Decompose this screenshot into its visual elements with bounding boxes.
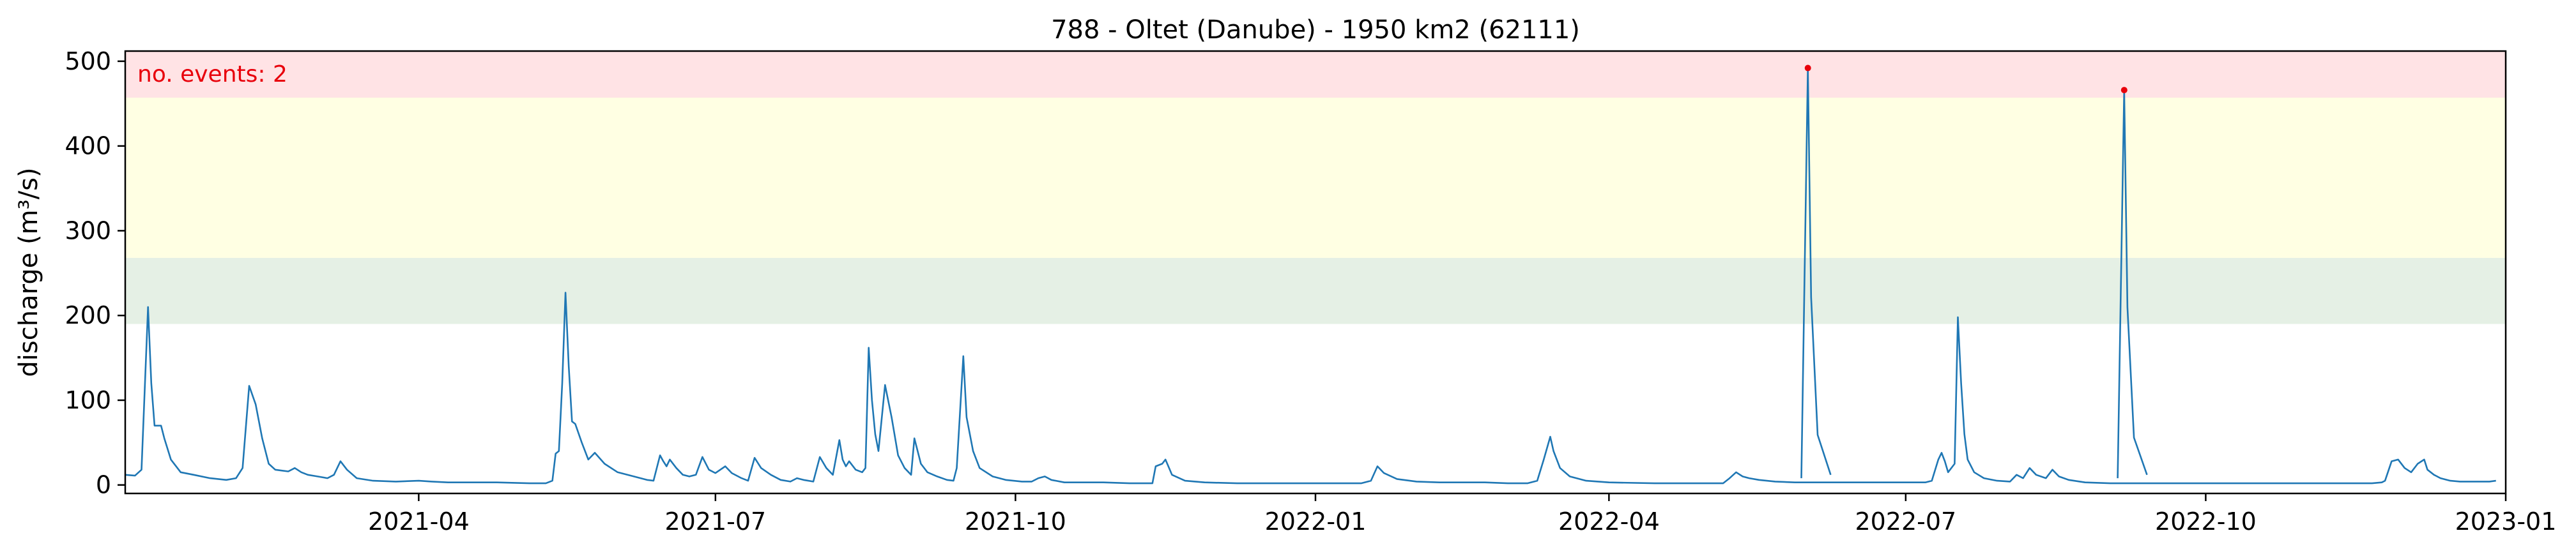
x-tick-label: 2023-01 [2455,507,2557,536]
event-markers [1800,64,2148,479]
discharge-series-line [125,292,2496,485]
y-tick-label: 0 [96,471,111,499]
y-axis-ticks: 0 100 200 300 400 500 [65,47,125,499]
x-tick-label: 2021-07 [664,507,766,536]
x-tick-label: 2022-07 [1855,507,1956,536]
x-tick-label: 2022-10 [2155,507,2257,536]
x-tick-label: 2021-10 [965,507,1066,536]
band-green [125,257,2506,324]
y-tick-label: 200 [65,301,111,329]
event-peak-line [2117,90,2148,479]
y-axis-label: discharge (m³/s) [14,167,43,377]
threshold-bands [125,51,2506,324]
events-count-label: no. events: 2 [137,61,288,87]
x-tick-label: 2022-04 [1558,507,1660,536]
event-peak-line [1800,68,1832,479]
band-yellow [125,98,2506,258]
y-tick-label: 400 [65,132,111,160]
y-tick-label: 500 [65,47,111,75]
y-tick-label: 300 [65,216,111,244]
series-layer [125,292,2496,485]
y-tick-label: 100 [65,386,111,414]
x-axis-ticks: 2021-04 2021-07 2021-10 2022-01 2022-04 2022-… [368,493,2556,536]
x-tick-label: 2021-04 [368,507,470,536]
chart-title: 788 - Oltet (Danube) - 1950 km2 (62111) [1051,15,1580,45]
event-peak-marker [2120,87,2128,94]
x-tick-label: 2022-01 [1265,507,1367,536]
band-red [125,51,2506,98]
event-peak-marker [1804,64,1811,71]
